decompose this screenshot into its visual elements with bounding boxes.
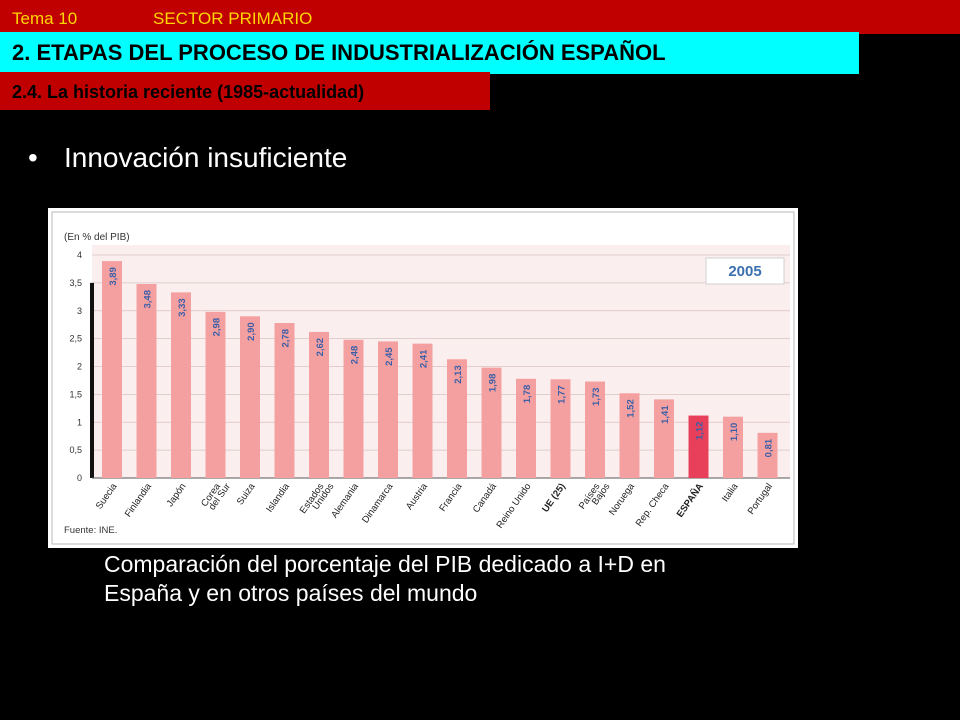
sector-label: SECTOR PRIMARIO: [153, 9, 313, 28]
bar: [723, 416, 743, 478]
bar-value-label: 1,77: [557, 385, 568, 404]
chart-caption: Comparación del porcentaje del PIB dedic…: [104, 550, 804, 608]
bar-value-label: 1,52: [626, 399, 637, 418]
bar-value-label: 2,62: [315, 338, 326, 357]
source-label: Fuente: INE.: [64, 525, 117, 536]
y-tick-label: 2,5: [69, 334, 82, 344]
y-tick-label: 0,5: [69, 445, 82, 455]
bar: [171, 292, 191, 478]
caption-line-1: Comparación del porcentaje del PIB dedic…: [104, 551, 666, 577]
bullet-text: Innovación insuficiente: [64, 142, 348, 173]
y-tick-label: 0: [77, 473, 82, 483]
top-bar: Tema 10 SECTOR PRIMARIO: [0, 0, 960, 34]
bar-value-label: 2,45: [384, 347, 395, 366]
chart-svg: (En % del PIB)00,511,522,533,5420053,89S…: [51, 211, 795, 545]
bar-value-label: 3,89: [108, 267, 119, 286]
bar-value-label: 3,33: [177, 298, 188, 317]
bullet-icon: •: [28, 142, 38, 173]
y-tick-label: 1: [77, 417, 82, 427]
bar: [412, 343, 433, 478]
bar: [378, 341, 398, 478]
bar-value-label: 2,98: [212, 318, 223, 337]
bar-value-label: 1,98: [488, 374, 499, 393]
y-tick-label: 4: [77, 250, 82, 260]
y-tick-label: 3: [77, 306, 82, 316]
bar-value-label: 1,78: [522, 385, 533, 404]
bar-value-label: 3,48: [143, 290, 154, 309]
bar: [585, 381, 605, 478]
bar: [309, 331, 329, 478]
bar-value-label: 1,73: [591, 388, 602, 407]
bar: [205, 311, 226, 478]
bar-value-label: 2,78: [281, 329, 292, 348]
bar: [757, 432, 778, 478]
bar-value-label: 1,41: [660, 405, 671, 424]
y-axis-label: (En % del PIB): [64, 232, 130, 243]
bar: [102, 261, 122, 478]
section-title: 2. ETAPAS DEL PROCESO DE INDUSTRIALIZACI…: [12, 40, 666, 65]
bar: [619, 393, 640, 478]
bar-value-label: 2,48: [350, 346, 361, 365]
bar: [654, 399, 674, 478]
bar-value-label: 1,10: [729, 423, 740, 442]
rd-chart: (En % del PIB) 0 0,5 1 1,5 2 2,5 3 3,5 4 2005 3,89 S…: [48, 208, 798, 548]
bar: [481, 367, 502, 478]
subsection-heading: 2.4. La historia reciente (1985-actualid…: [0, 72, 490, 110]
year-box: [705, 257, 785, 285]
plot-area: [92, 245, 790, 478]
y-tick-label: 2: [77, 362, 82, 372]
bar: [688, 415, 709, 478]
bar-value-label: 2,41: [419, 349, 430, 368]
bar-value-label: 2,13: [453, 365, 464, 384]
bar: [516, 378, 536, 478]
section-heading: 2. ETAPAS DEL PROCESO DE INDUSTRIALIZACI…: [0, 32, 859, 74]
year-label: 2005: [728, 263, 761, 280]
caption-line-2: España y en otros países del mundo: [104, 580, 478, 606]
bar-value-label: 0,81: [764, 438, 775, 457]
topic-label: Tema 10: [12, 9, 78, 28]
bar: [240, 316, 260, 478]
bar: [136, 283, 157, 478]
bar: [274, 323, 295, 478]
bar-value-label: 1,12: [695, 422, 706, 441]
y-tick-label: 1,5: [69, 389, 82, 399]
y-tick-label: 3,5: [69, 278, 82, 288]
bar: [550, 379, 571, 478]
bar: [343, 339, 364, 478]
subsection-title: 2.4. La historia reciente (1985-actualid…: [12, 82, 365, 102]
bar: [447, 359, 467, 478]
bar-value-label: 2,90: [246, 322, 257, 341]
